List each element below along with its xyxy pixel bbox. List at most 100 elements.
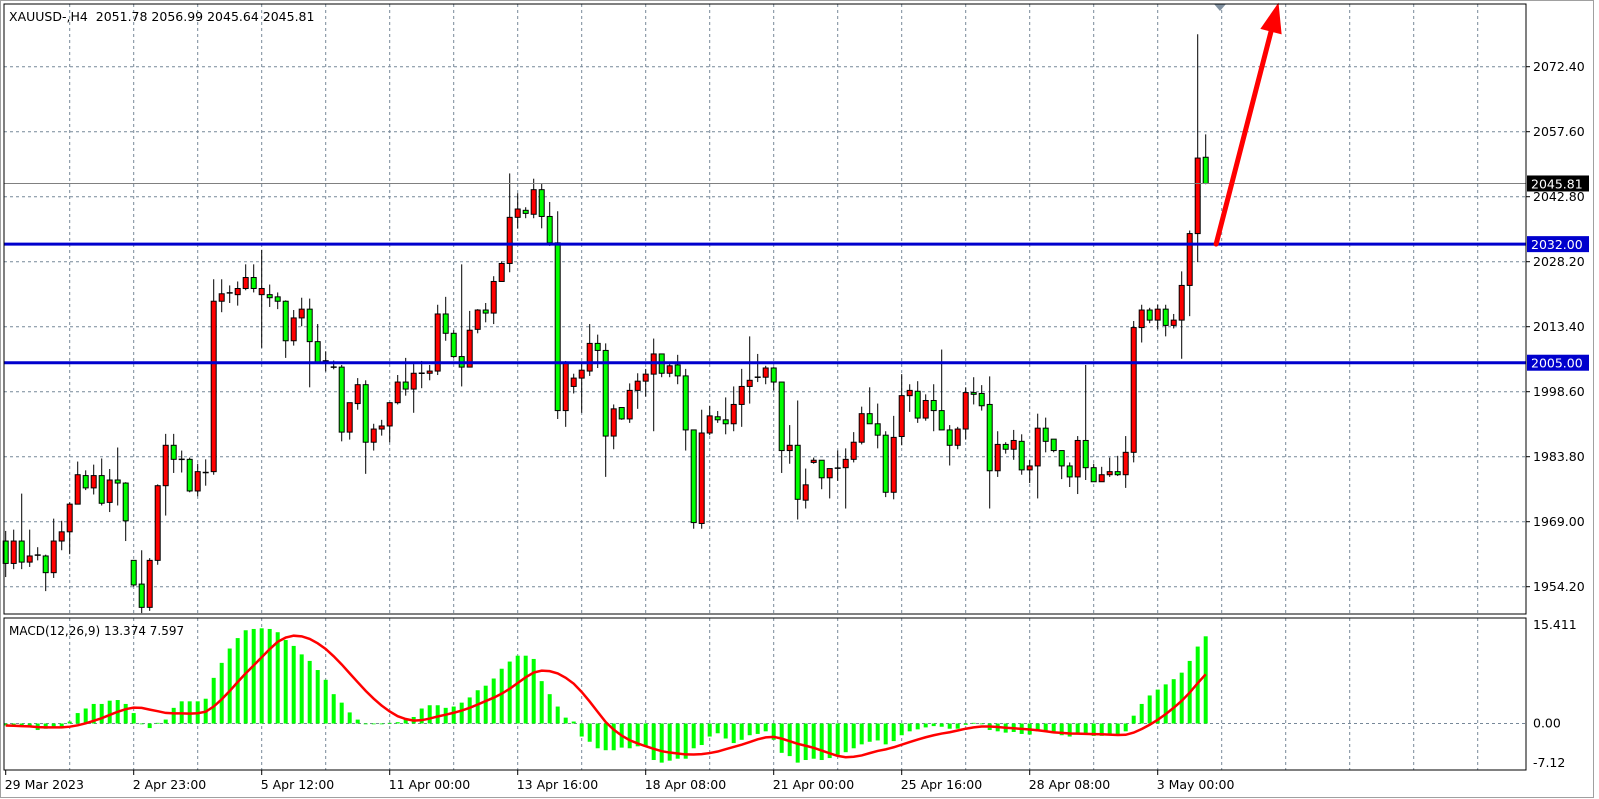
- macd-label: MACD(12,26,9): [9, 624, 101, 638]
- macd-histogram-bar: [1043, 723, 1048, 732]
- candle: [490, 276, 497, 325]
- candle: [354, 378, 361, 410]
- macd-histogram-bar: [75, 713, 80, 724]
- macd-histogram-bar: [691, 723, 696, 749]
- candle-body: [490, 280, 497, 314]
- macd-histogram-bar: [1179, 672, 1184, 724]
- candle-body: [530, 189, 537, 215]
- macd-histogram-bar: [1051, 723, 1056, 734]
- candle: [58, 520, 65, 551]
- candle: [770, 367, 777, 391]
- candle-body: [842, 458, 849, 469]
- candle: [426, 364, 433, 381]
- candle: [362, 380, 369, 474]
- candle: [218, 279, 225, 313]
- macd-histogram-bar: [787, 723, 792, 757]
- candle-body: [554, 242, 561, 412]
- candle-body: [562, 362, 569, 412]
- macd-values: 13.374 7.597: [103, 624, 185, 638]
- macd-histogram-bar: [971, 722, 976, 724]
- candle: [434, 304, 441, 376]
- macd-header: MACD(12,26,9) 13.374 7.597: [9, 624, 184, 638]
- candle: [834, 450, 841, 481]
- candle-body: [218, 293, 225, 302]
- candle: [154, 484, 161, 565]
- macd-histogram-bar: [427, 705, 432, 724]
- candle: [18, 493, 25, 570]
- candle-body: [706, 415, 713, 434]
- candle-body: [1186, 233, 1193, 286]
- macd-histogram-bar: [83, 708, 88, 724]
- macd-histogram-bar: [107, 700, 112, 724]
- time-tick-label: 25 Apr 16:00: [901, 777, 983, 792]
- candle: [634, 373, 641, 409]
- candle: [26, 529, 33, 567]
- candle: [418, 360, 425, 389]
- macd-histogram-bar: [403, 719, 408, 724]
- macd-histogram-bar: [139, 723, 144, 725]
- candle: [1090, 463, 1097, 483]
- candle: [538, 183, 545, 229]
- candle-body: [746, 379, 753, 387]
- macd-histogram-bar: [467, 697, 472, 724]
- candle-body: [666, 365, 673, 374]
- main-panel-border: [3, 3, 1527, 615]
- macd-histogram-bar: [275, 632, 280, 724]
- candle-body: [314, 341, 321, 364]
- candle-body: [850, 441, 857, 460]
- candle-body: [1090, 467, 1097, 483]
- candle-body: [610, 408, 617, 437]
- time-tick-label: 11 Apr 00:00: [389, 777, 471, 792]
- candle-body: [42, 555, 49, 574]
- price-tick-label: 1998.60: [1533, 384, 1585, 399]
- macd-histogram-bar: [763, 723, 768, 732]
- candle-body: [618, 407, 625, 420]
- macd-histogram-bar: [51, 723, 56, 728]
- candle: [962, 387, 969, 440]
- candle-body: [442, 313, 449, 334]
- candle-body: [1130, 327, 1137, 453]
- candle-body: [1002, 443, 1009, 450]
- candle-body: [1194, 157, 1201, 235]
- candle-body: [1122, 451, 1129, 476]
- candle: [930, 384, 937, 432]
- candle: [1146, 307, 1153, 324]
- macd-histogram-bar: [59, 723, 64, 727]
- macd-histogram-bar: [475, 690, 480, 724]
- axes: 2072.40 2057.60 2042.80 2028.20 2013.40 1998.…: [5, 59, 1589, 792]
- candle-body: [410, 372, 417, 390]
- candle: [658, 353, 665, 378]
- candle: [698, 409, 705, 529]
- macd-histogram-bar: [1163, 684, 1168, 724]
- candle-body: [146, 559, 153, 608]
- candle-body: [426, 370, 433, 374]
- price-tick-label: 2042.80: [1533, 189, 1585, 204]
- candle: [338, 364, 345, 442]
- macd-histogram-bar: [435, 705, 440, 724]
- macd-histogram-bar: [1115, 723, 1120, 736]
- macd-histogram-bar: [507, 661, 512, 724]
- macd-histogram-bar: [1067, 723, 1072, 737]
- candle-body: [394, 381, 401, 404]
- candle: [514, 193, 521, 229]
- candle: [442, 296, 449, 341]
- candle-body: [690, 429, 697, 524]
- macd-histogram-bar: [627, 723, 632, 749]
- candle-body: [986, 403, 993, 472]
- macd-histogram-bar: [163, 719, 168, 724]
- macd-histogram-bar: [555, 706, 560, 724]
- macd-panel: [3, 628, 1526, 763]
- candle-body: [370, 428, 377, 443]
- macd-histogram-bar: [307, 660, 312, 724]
- macd-histogram-bar: [739, 723, 744, 740]
- macd-histogram-bar: [211, 677, 216, 724]
- candle-body: [250, 277, 257, 289]
- candle: [978, 385, 985, 411]
- candle: [578, 364, 585, 413]
- candle-body: [778, 381, 785, 452]
- candle: [266, 284, 273, 307]
- macd-histogram-bar: [1107, 723, 1112, 736]
- time-tick-label: 28 Apr 08:00: [1029, 777, 1111, 792]
- candle-body: [26, 555, 33, 563]
